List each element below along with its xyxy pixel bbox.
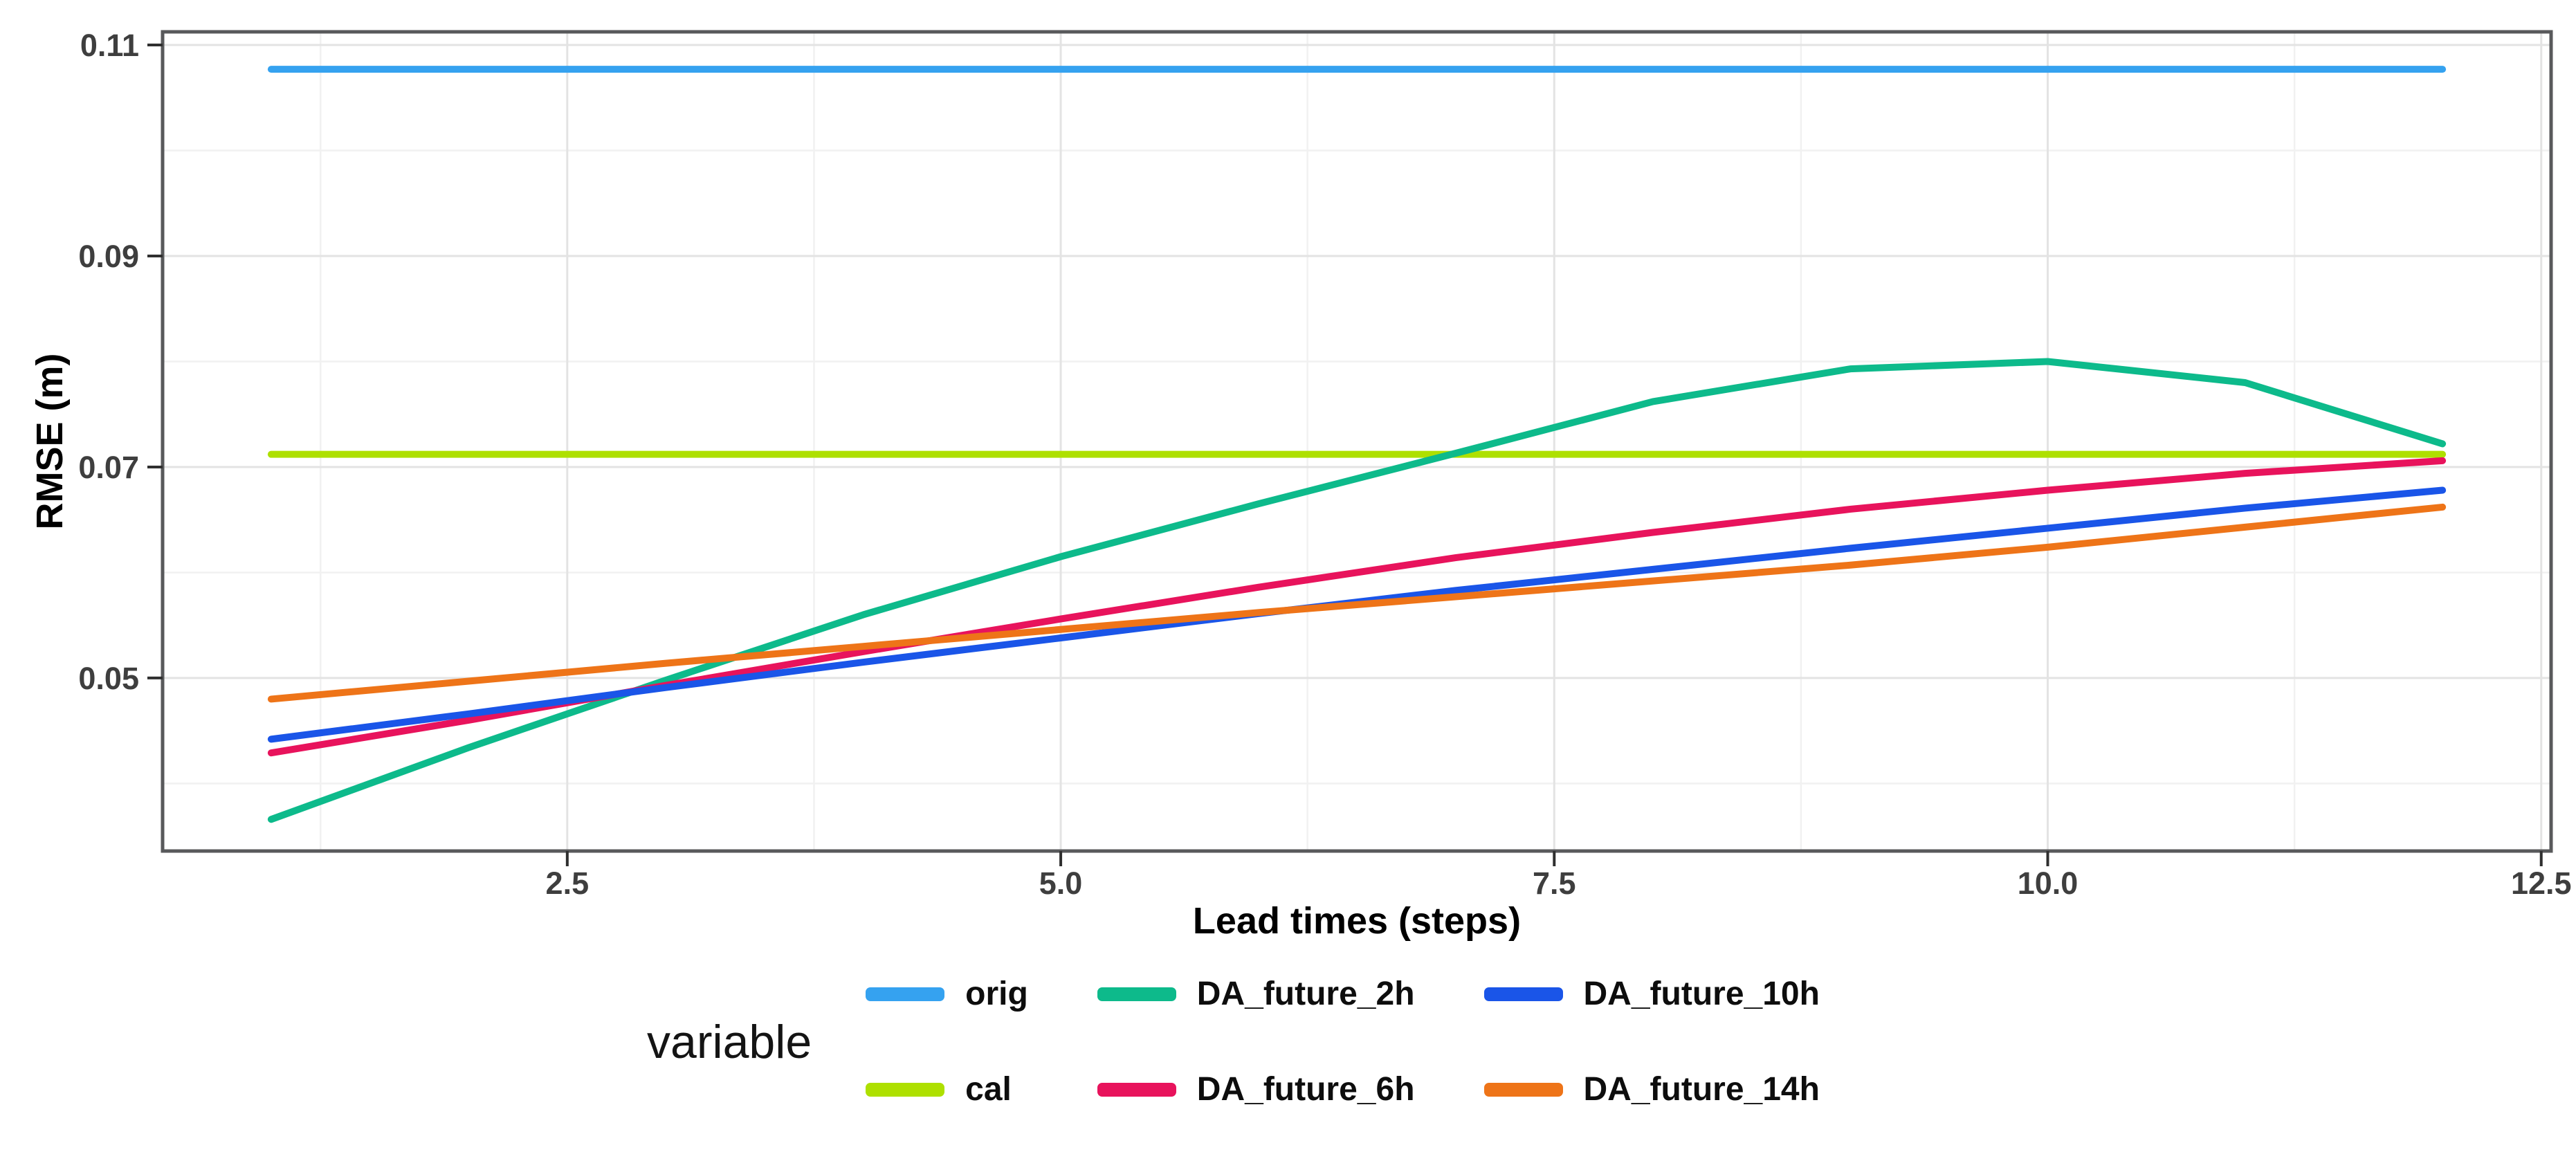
- series-line-DA_future_14h: [267, 503, 2447, 703]
- legend-label: DA_future_2h: [1196, 976, 1415, 1012]
- legend-items: orig cal DA_future_2h DA_future_6h DA_future…: [866, 974, 1820, 1110]
- x-tick-label: 5.0: [1039, 866, 1083, 901]
- y-tick-label: 0.07: [78, 450, 139, 485]
- x-axis-title: Lead times (steps): [1192, 900, 1522, 942]
- legend-item-cal: cal: [866, 1070, 1028, 1110]
- legend-swatch-DA_future_14h: [1483, 1083, 1563, 1097]
- y-axis-title: RMSE (m): [29, 353, 71, 530]
- legend-item-DA_future_2h: DA_future_2h: [1097, 974, 1415, 1014]
- legend-label: DA_future_14h: [1583, 1071, 1820, 1108]
- legend-title: variable: [647, 1016, 812, 1068]
- legend-swatch-DA_future_10h: [1483, 987, 1563, 1001]
- panel-border: [161, 30, 2553, 853]
- x-tick-label: 12.5: [2511, 866, 2572, 901]
- legend-label: DA_future_6h: [1196, 1071, 1415, 1108]
- legend: variable orig cal DA_future_2h DA_future_6h…: [647, 974, 1820, 1110]
- legend-label: orig: [965, 976, 1028, 1012]
- y-tick-label: 0.09: [78, 239, 139, 274]
- legend-item-DA_future_14h: DA_future_14h: [1483, 1070, 1820, 1110]
- legend-swatch-DA_future_6h: [1097, 1083, 1176, 1097]
- legend-label: DA_future_10h: [1583, 976, 1820, 1012]
- legend-label: cal: [965, 1071, 1012, 1108]
- x-tick-label: 10.0: [2018, 866, 2079, 901]
- x-tick-label: 2.5: [546, 866, 590, 901]
- x-tick-label: 7.5: [1533, 866, 1576, 901]
- legend-swatch-orig: [866, 987, 945, 1001]
- legend-item-DA_future_6h: DA_future_6h: [1097, 1070, 1415, 1110]
- legend-swatch-cal: [866, 1083, 945, 1097]
- legend-item-orig: orig: [866, 974, 1028, 1014]
- y-tick-label: 0.05: [78, 661, 139, 696]
- legend-item-DA_future_10h: DA_future_10h: [1483, 974, 1820, 1014]
- legend-swatch-DA_future_2h: [1097, 987, 1176, 1001]
- y-tick-label: 0.11: [80, 28, 139, 63]
